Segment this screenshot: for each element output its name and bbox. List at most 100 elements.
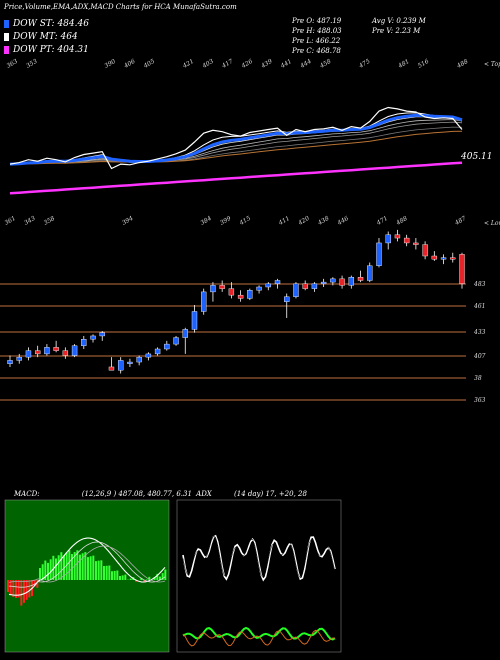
macd-hist-bar [97, 560, 100, 580]
candle-body [440, 257, 447, 260]
macd-hist-bar [111, 571, 113, 580]
ema-tick-label: 481 [396, 58, 410, 70]
candle-body [16, 356, 22, 361]
macd-hist-bar [33, 580, 36, 587]
candle-body [154, 348, 161, 355]
macd-hist-bar [153, 577, 156, 580]
ema-tick-label: 363 [6, 58, 20, 70]
candle-body [422, 244, 428, 257]
macd-hist-bar [105, 565, 108, 580]
price-tick-label: 420 [296, 215, 310, 227]
candle-body [191, 311, 198, 330]
ema-tick-label: 439 [259, 58, 273, 70]
price-tick-label: 471 [375, 215, 389, 227]
site-name: MunafaSutra.com [172, 3, 237, 11]
stat-prev-high: Pre H: 488.03 [292, 27, 342, 35]
macd-hist-bar [55, 558, 57, 580]
ema-tick-label: 403 [200, 58, 214, 70]
price-tick-label: 343 [23, 215, 37, 227]
legend-item-pt: DOW PT: 404.31 [4, 44, 89, 56]
ema-tick-label: 353 [25, 58, 39, 70]
candle-body [256, 286, 262, 291]
macd-hist-bar [84, 552, 87, 580]
candle-body [127, 361, 133, 364]
macd-hist-bar [87, 557, 89, 580]
macd-hist-bar [25, 580, 28, 600]
macd-hist-bar [28, 580, 31, 598]
price-tick-label: 411 [277, 215, 291, 227]
price-tick-label: 358 [43, 215, 57, 227]
macd-hist-bar [121, 575, 124, 580]
legend-label-mt: DOW MT: 464 [13, 32, 78, 42]
price-tick-label: 394 [121, 215, 135, 227]
macd-hist-bar [103, 566, 105, 580]
candle-body [210, 285, 216, 293]
candle-body [394, 234, 401, 239]
candle-body [228, 288, 235, 296]
ema-top-label: < Topo [484, 61, 500, 68]
macd-hist-bar [36, 580, 39, 588]
price-tick-label: 446 [336, 215, 350, 227]
price-tick-label: 361 [4, 215, 17, 227]
macd-hist-bar [156, 573, 159, 580]
price-level-label: 461 [473, 303, 485, 310]
candle-body [265, 283, 271, 288]
price-tick-label: 384 [199, 215, 213, 227]
macd-header: MACD: (12,26,9 ) 487.08, 480.77, 6.31 AD… [14, 490, 307, 498]
ema-tick-label: 390 [103, 58, 117, 70]
candle-body [71, 345, 78, 356]
macd-hist-bar [71, 554, 73, 580]
candle-body [450, 257, 456, 260]
candle-body [237, 294, 244, 299]
price-top-label: < Lows [484, 220, 500, 227]
price-tick-label: 415 [238, 215, 252, 227]
legend-label-st: DOW ST: 484.46 [13, 19, 89, 29]
ema-tick-label: 458 [318, 58, 332, 70]
macd-hist-bar [119, 576, 121, 580]
candle-body [90, 335, 96, 340]
macd-signal-line [8, 541, 166, 588]
ema-line-15 [9, 119, 463, 165]
stat-avg-volume: Avg V: 0.239 M [372, 17, 426, 25]
macd-hist-bar [60, 552, 63, 580]
candle-body [320, 281, 327, 284]
legend-swatch-mt [4, 33, 9, 41]
macd-slow-line [8, 545, 166, 583]
candle-body [357, 277, 364, 281]
adx-background [176, 499, 342, 653]
macd-hist-bar [89, 556, 92, 580]
price-level-label: 483 [473, 281, 486, 288]
candle-body [311, 283, 318, 289]
candle-body [459, 254, 465, 284]
candle-body [182, 329, 188, 338]
macd-hist-bar [145, 579, 148, 580]
candle-body [108, 366, 115, 371]
candle-body [7, 360, 13, 364]
macd-hist-bar [65, 552, 68, 580]
ema-tick-label: 426 [240, 58, 254, 70]
macd-label: MACD: [14, 490, 40, 498]
ema-line-40 [9, 130, 463, 165]
macd-hist-bar [108, 565, 111, 580]
macd-hist-bar [57, 555, 60, 580]
macd-line [8, 537, 166, 596]
ema-right-value: 405.11 [460, 152, 493, 162]
ema-line-pt [9, 161, 463, 195]
legend-swatch-pt [4, 46, 9, 54]
candle-body [348, 277, 355, 286]
candle-body [284, 296, 290, 302]
macd-values: (12,26,9 ) 487.08, 480.77, 6.31 [81, 490, 192, 498]
candle-body [376, 242, 382, 266]
candle-body [330, 278, 336, 283]
macd-hist-bar [12, 580, 15, 598]
macd-hist-bar [92, 555, 95, 580]
candle-body [62, 350, 69, 356]
macd-hist-bar [15, 580, 17, 598]
macd-hist-bar [79, 554, 81, 580]
macd-hist-bar [135, 580, 137, 582]
chart-title-text: Price,Volume,EMA,ADX,MACD Charts for HCA [4, 3, 171, 11]
candle-body [34, 350, 41, 355]
price-tick-label: 399 [219, 215, 233, 227]
stat-prev-low: Pre L: 466.22 [292, 37, 341, 45]
